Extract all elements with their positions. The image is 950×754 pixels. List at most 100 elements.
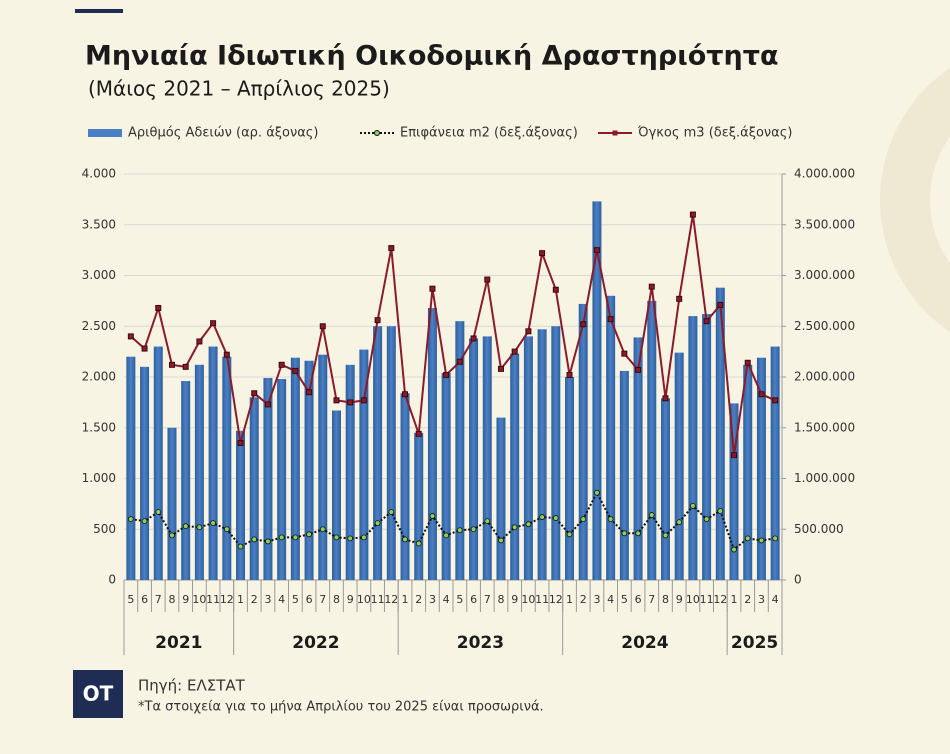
area-marker bbox=[717, 508, 724, 514]
volume-marker bbox=[141, 345, 148, 352]
area-marker bbox=[402, 536, 408, 543]
volume-marker bbox=[758, 391, 765, 398]
x-tick-label: 7 bbox=[319, 593, 326, 606]
bar bbox=[249, 397, 259, 580]
area-marker bbox=[689, 503, 696, 509]
bar bbox=[359, 349, 369, 580]
volume-marker bbox=[676, 295, 683, 302]
volume-marker bbox=[415, 430, 422, 437]
x-tick-label: 8 bbox=[497, 593, 504, 606]
bar bbox=[290, 357, 300, 580]
volume-marker bbox=[182, 363, 189, 370]
x-tick-label: 9 bbox=[511, 593, 518, 606]
legend-label: Όγκος m3 (δεξ.άξονας) bbox=[637, 126, 792, 141]
volume-marker bbox=[539, 250, 546, 257]
area-marker bbox=[484, 518, 491, 525]
area-marker bbox=[360, 534, 367, 541]
volume-marker bbox=[360, 397, 367, 404]
area-marker bbox=[594, 489, 600, 496]
bar bbox=[715, 287, 725, 580]
volume-marker bbox=[484, 276, 491, 283]
area-marker bbox=[141, 518, 148, 525]
x-tick-label: 6 bbox=[141, 593, 148, 606]
volume-marker bbox=[552, 286, 559, 293]
x-tick-label: 7 bbox=[648, 593, 655, 606]
area-marker bbox=[676, 519, 683, 526]
year-label: 2021 bbox=[155, 633, 202, 653]
decor-bar bbox=[75, 9, 123, 13]
area-marker bbox=[210, 520, 217, 527]
area-marker bbox=[388, 509, 395, 515]
y-tick-label: 500 bbox=[93, 522, 116, 536]
area-line bbox=[130, 490, 776, 552]
x-tick-label: 4 bbox=[278, 593, 285, 606]
bar bbox=[126, 356, 136, 580]
bar bbox=[373, 326, 383, 580]
bar bbox=[537, 329, 547, 580]
x-tick-label: 6 bbox=[635, 593, 642, 606]
bar bbox=[592, 201, 602, 580]
volume-marker bbox=[731, 452, 738, 459]
bar bbox=[441, 372, 451, 580]
volume-marker bbox=[456, 358, 463, 365]
bar bbox=[153, 346, 163, 580]
y2-tick-label: 2.500.000 bbox=[794, 319, 855, 333]
bar bbox=[578, 303, 588, 580]
volume-marker bbox=[429, 285, 436, 292]
decor-circle bbox=[880, 67, 950, 333]
y2-tick-label: 3.000.000 bbox=[794, 268, 855, 282]
volume-marker bbox=[703, 318, 710, 325]
x-tick-label: 7 bbox=[155, 593, 162, 606]
y2-tick-label: 1.000.000 bbox=[794, 471, 855, 485]
area-marker bbox=[265, 538, 271, 545]
volume-marker bbox=[470, 335, 477, 342]
y2-tick-label: 500.000 bbox=[794, 522, 844, 536]
area-marker bbox=[731, 546, 737, 553]
x-tick-label: 5 bbox=[127, 593, 134, 606]
x-tick-label: 11 bbox=[371, 593, 385, 606]
bar bbox=[756, 357, 766, 580]
area-marker bbox=[607, 516, 614, 522]
bar bbox=[496, 417, 506, 580]
legend-swatch bbox=[374, 130, 380, 136]
area-marker bbox=[169, 532, 175, 539]
chart-subtitle: (Μάιος 2021 – Απρίλιος 2025) bbox=[88, 77, 390, 101]
x-tick-label: 3 bbox=[593, 593, 600, 606]
volume-marker bbox=[717, 301, 724, 308]
bar bbox=[181, 381, 191, 580]
x-tick-label: 12 bbox=[384, 593, 398, 606]
x-tick-label: 2 bbox=[744, 593, 751, 606]
bar bbox=[331, 410, 341, 580]
y2-tick-label: 4.000.000 bbox=[794, 167, 855, 181]
area-marker bbox=[237, 543, 244, 550]
volume-marker bbox=[689, 211, 696, 218]
x-tick-label: 12 bbox=[549, 593, 563, 606]
x-tick-label: 10 bbox=[192, 593, 206, 606]
volume-marker bbox=[237, 439, 244, 446]
x-tick-label: 8 bbox=[168, 593, 175, 606]
area-marker bbox=[456, 527, 463, 534]
x-tick-label: 1 bbox=[237, 593, 244, 606]
y2-tick-label: 0 bbox=[794, 573, 802, 587]
bar bbox=[510, 353, 520, 580]
bar bbox=[427, 307, 437, 580]
bar bbox=[222, 356, 232, 580]
x-tick-label: 5 bbox=[292, 593, 299, 606]
volume-marker bbox=[511, 348, 518, 355]
area-marker bbox=[511, 524, 518, 531]
y2-tick-label: 1.500.000 bbox=[794, 420, 855, 434]
x-tick-label: 12 bbox=[713, 593, 727, 606]
bar bbox=[688, 316, 698, 580]
volume-marker bbox=[347, 399, 354, 406]
volume-marker bbox=[621, 350, 628, 357]
volume-marker bbox=[662, 395, 669, 402]
y-tick-label: 3.500 bbox=[82, 217, 116, 231]
area-marker bbox=[374, 520, 381, 527]
x-tick-label: 2 bbox=[415, 593, 422, 606]
area-marker bbox=[443, 532, 450, 539]
volume-marker bbox=[772, 397, 779, 404]
x-tick-label: 1 bbox=[566, 593, 573, 606]
area-marker bbox=[703, 516, 710, 522]
x-tick-label: 11 bbox=[700, 593, 714, 606]
